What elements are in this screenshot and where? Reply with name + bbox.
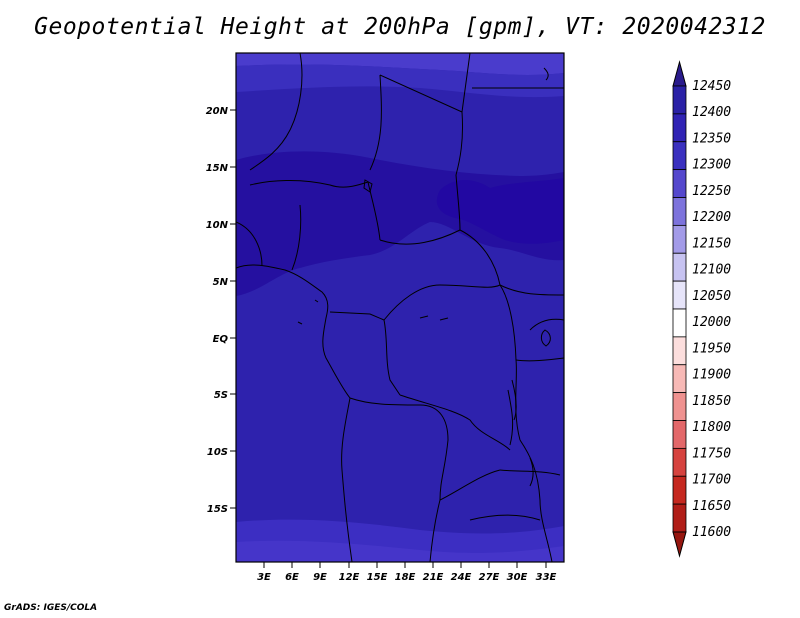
colorbar-segment	[672, 252, 687, 282]
colorbar-segment	[672, 197, 687, 226]
lon-label: 18E	[395, 572, 416, 583]
lon-label: 15E	[367, 572, 388, 583]
lon-label: 27E	[479, 572, 500, 583]
grads-credit: GrADS: IGES/COLA	[4, 603, 98, 613]
lat-tick-10n: 10N	[206, 220, 236, 231]
lon-label: 21E	[423, 572, 444, 583]
colorbar-segment	[672, 224, 687, 254]
lon-label: 12E	[339, 572, 360, 583]
lon-tick-24e: 24E	[451, 562, 472, 583]
colorbar-segment	[672, 392, 687, 421]
lon-tick-6e: 6E	[285, 562, 299, 583]
colorbar: 12450 12400 12350 12300 12250 12200 12150 12100…	[672, 60, 731, 558]
lat-label: 10S	[207, 447, 228, 458]
colorbar-segment	[672, 308, 687, 338]
colorbar-segment	[672, 503, 687, 533]
colorbar-segment	[672, 420, 687, 449]
lat-tick-20n: 20N	[206, 106, 236, 117]
colorbar-label: 12150	[692, 236, 731, 251]
colorbar-label: 12050	[692, 289, 731, 304]
colorbar-label: 11750	[692, 446, 731, 461]
lat-tick-eq: EQ	[213, 334, 236, 345]
colorbar-label: 12300	[692, 158, 731, 173]
lon-label: 9E	[313, 572, 327, 583]
lat-label: 5N	[213, 277, 229, 288]
map-frame	[235, 52, 565, 563]
colorbar-bottom-arrow	[672, 531, 687, 558]
latitude-axis: 20N 15N 10N 5N EQ 5S 10S 15S	[206, 106, 236, 515]
lat-label: 20N	[206, 106, 229, 117]
contour-band-north-mid	[236, 64, 564, 98]
lon-tick-15e: 15E	[367, 562, 388, 583]
lat-tick-5s: 5S	[214, 390, 236, 401]
colorbar-label: 11700	[692, 473, 731, 488]
lat-tick-15n: 15N	[206, 163, 236, 174]
colorbar-segment	[672, 280, 687, 310]
colorbar-segment	[672, 85, 687, 115]
lake-outlines	[297, 67, 551, 487]
colorbar-top-arrow	[672, 60, 687, 87]
lon-label: 24E	[451, 572, 472, 583]
lon-tick-33e: 33E	[536, 562, 557, 583]
lat-tick-15s: 15S	[207, 504, 236, 515]
lon-label: 33E	[536, 572, 557, 583]
country-borders	[236, 53, 564, 562]
colorbar-segment	[672, 113, 687, 143]
colorbar-segment	[672, 447, 687, 477]
lat-label: 15N	[206, 163, 229, 174]
colorbar-label: 11600	[692, 525, 731, 540]
chart-title: Geopotential Height at 200hPa [gpm], VT:…	[34, 14, 766, 40]
lon-label: 6E	[285, 572, 299, 583]
colorbar-label: 11950	[692, 341, 731, 356]
colorbar-segment	[672, 141, 687, 171]
colorbar-label: 11850	[692, 394, 731, 409]
longitude-axis: 3E 6E 9E 12E 15E 18E 21E 24E 27E 30E 33E	[257, 562, 557, 583]
colorbar-label: 12100	[692, 263, 731, 278]
lon-tick-27e: 27E	[479, 562, 500, 583]
colorbar-label: 12000	[692, 315, 731, 330]
lon-tick-12e: 12E	[339, 562, 360, 583]
colorbar-label: 11800	[692, 420, 731, 435]
contour-band-south-lighter	[236, 540, 564, 562]
colorbar-label: 12200	[692, 210, 731, 225]
contour-band-north-light	[236, 53, 564, 75]
lon-tick-3e: 3E	[257, 562, 271, 583]
height-field-base	[236, 53, 564, 562]
colorbar-label: 11650	[692, 499, 731, 514]
colorbar-label: 12250	[692, 184, 731, 199]
map-panel	[236, 53, 564, 562]
lon-tick-18e: 18E	[395, 562, 416, 583]
lon-tick-21e: 21E	[423, 562, 444, 583]
lat-label: 15S	[207, 504, 228, 515]
contour-band-dark-inner	[436, 178, 564, 244]
colorbar-segment	[672, 169, 687, 198]
lon-tick-30e: 30E	[507, 562, 528, 583]
colorbar-segment	[672, 336, 687, 366]
colorbar-label: 12450	[692, 79, 731, 94]
colorbar-label: 12400	[692, 105, 731, 120]
lat-tick-5n: 5N	[213, 277, 236, 288]
colorbar-segment	[672, 364, 687, 394]
lat-label: 5S	[214, 390, 228, 401]
lat-label: EQ	[213, 334, 229, 345]
lon-label: 3E	[257, 572, 271, 583]
colorbar-segment	[672, 475, 687, 505]
colorbar-label: 12350	[692, 131, 731, 146]
colorbar-label: 11900	[692, 368, 731, 383]
lon-label: 30E	[507, 572, 528, 583]
lat-label: 10N	[206, 220, 229, 231]
lon-tick-9e: 9E	[313, 562, 327, 583]
lat-tick-10s: 10S	[207, 447, 236, 458]
